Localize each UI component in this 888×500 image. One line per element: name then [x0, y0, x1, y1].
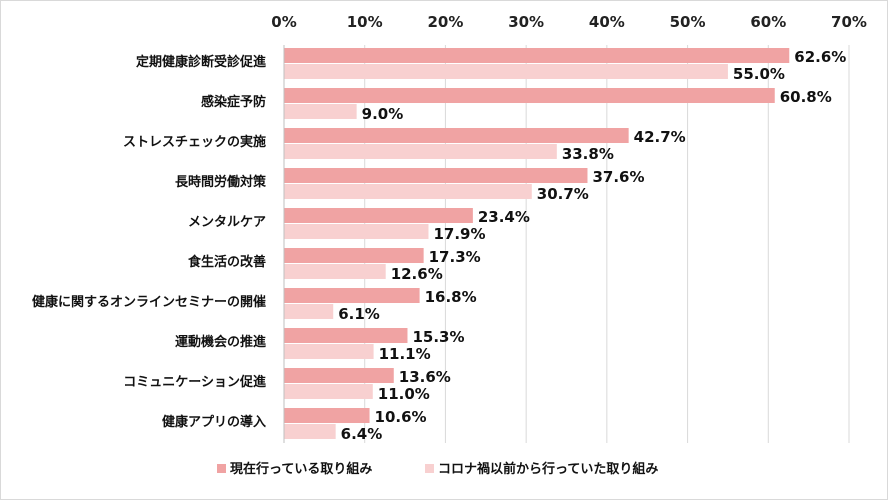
bar-pre-covid [284, 264, 386, 279]
category-label: メンタルケア [188, 215, 266, 230]
x-tick-label: 60% [750, 13, 786, 31]
data-label-current: 42.7% [634, 128, 686, 146]
bar-pre-covid [284, 64, 728, 79]
x-tick-label: 50% [670, 13, 706, 31]
category-label: 感染症予防 [201, 94, 266, 110]
x-tick-label: 20% [427, 13, 463, 31]
x-tick-label: 40% [589, 13, 625, 31]
bar-current [284, 368, 394, 383]
legend-swatch-pre-covid [425, 464, 434, 473]
data-label-current: 16.8% [425, 288, 477, 306]
bar-current [284, 288, 420, 303]
bar-pre-covid [284, 224, 429, 239]
data-label-pre-covid: 11.1% [379, 345, 431, 363]
data-label-pre-covid: 6.4% [341, 425, 383, 443]
bar-pre-covid [284, 384, 373, 399]
bar-pre-covid [284, 344, 374, 359]
x-tick-label: 70% [831, 13, 867, 31]
data-label-pre-covid: 11.0% [378, 385, 430, 403]
data-label-pre-covid: 17.9% [433, 225, 485, 243]
category-label: 運動機会の推進 [175, 334, 266, 350]
legend-swatch-current [217, 464, 226, 473]
bar-current [284, 88, 775, 103]
legend-label-current: 現在行っている取り組み [230, 461, 372, 477]
data-label-current: 60.8% [780, 88, 832, 106]
x-tick-label: 30% [508, 13, 544, 31]
category-label: 食生活の改善 [188, 254, 266, 270]
data-label-pre-covid: 9.0% [362, 105, 404, 123]
bar-pre-covid [284, 104, 357, 119]
category-label: 長時間労働対策 [175, 174, 267, 190]
bar-pre-covid [284, 144, 557, 159]
bar-current [284, 208, 473, 223]
data-label-current: 23.4% [478, 208, 530, 226]
data-label-pre-covid: 55.0% [733, 65, 785, 83]
bar-current [284, 328, 408, 343]
data-label-pre-covid: 30.7% [537, 185, 589, 203]
bar-current [284, 128, 629, 143]
bar-current [284, 168, 588, 183]
data-label-pre-covid: 12.6% [391, 265, 443, 283]
data-label-pre-covid: 33.8% [562, 145, 614, 163]
x-tick-label: 0% [271, 13, 296, 31]
bar-pre-covid [284, 304, 334, 319]
bar-pre-covid [284, 184, 532, 199]
data-label-current: 13.6% [399, 368, 451, 386]
x-tick-label: 10% [347, 13, 383, 31]
bar-current [284, 248, 424, 263]
data-label-current: 10.6% [375, 408, 427, 426]
data-label-current: 37.6% [592, 168, 644, 186]
category-label: 健康アプリの導入 [162, 414, 266, 430]
category-label: 健康に関するオンラインセミナーの開催 [32, 294, 266, 310]
category-label: コミュニケーション促進 [123, 374, 266, 390]
data-label-current: 15.3% [412, 328, 464, 346]
bar-current [284, 48, 790, 63]
bar-current [284, 408, 370, 423]
category-label: ストレスチェックの実施 [123, 134, 266, 150]
legend-label-pre-covid: コロナ禍以前から行っていた取り組み [438, 461, 658, 477]
bar-pre-covid [284, 424, 336, 439]
data-label-current: 17.3% [429, 248, 481, 266]
category-label: 定期健康診断受診促進 [135, 54, 266, 70]
data-label-pre-covid: 6.1% [338, 305, 380, 323]
data-label-current: 62.6% [794, 48, 846, 66]
